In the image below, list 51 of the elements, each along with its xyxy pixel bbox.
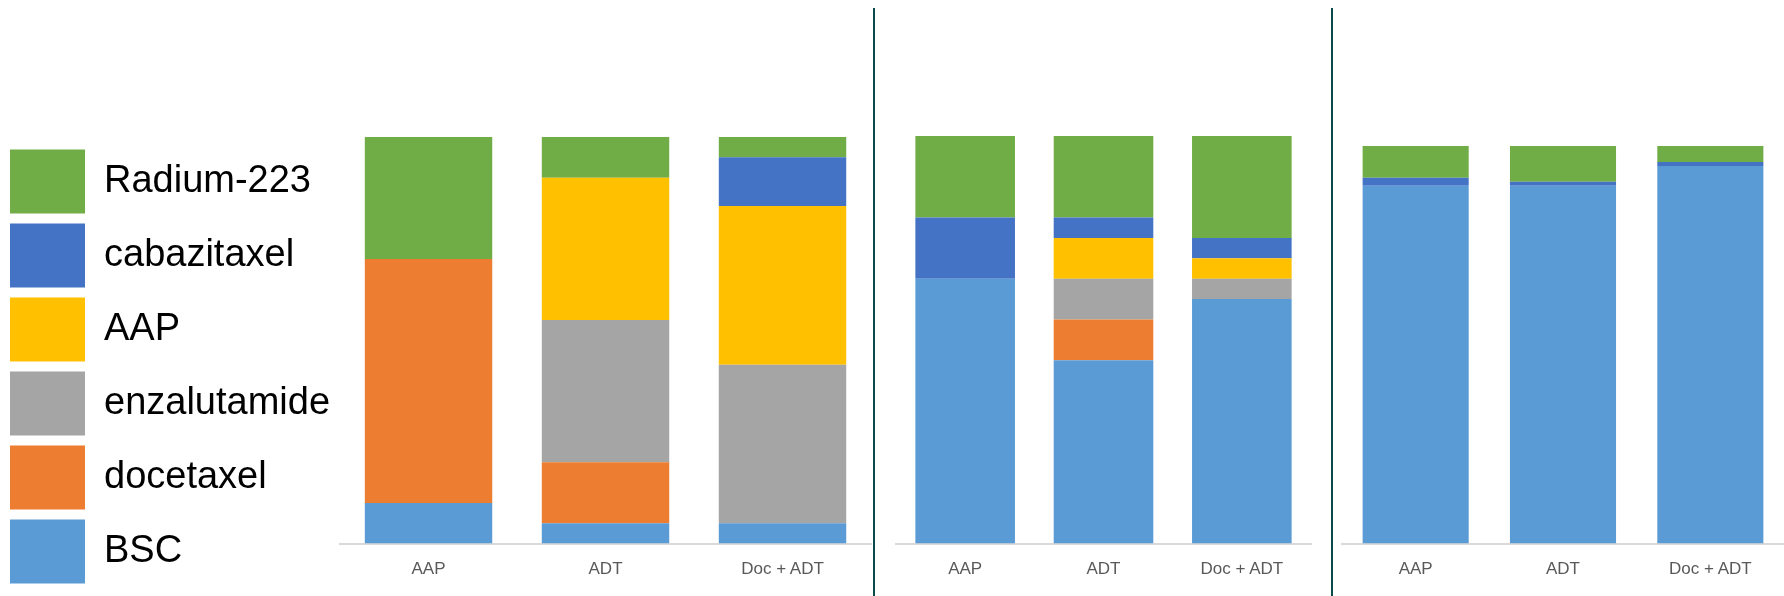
legend-label: AAP bbox=[104, 305, 181, 348]
bar bbox=[364, 502, 493, 544]
bar bbox=[1657, 161, 1764, 166]
bar bbox=[1362, 185, 1469, 544]
bar bbox=[915, 217, 1015, 279]
bar bbox=[1053, 237, 1154, 279]
bar bbox=[1053, 319, 1154, 361]
legend-label: cabazitaxel bbox=[104, 231, 295, 274]
bar bbox=[915, 278, 1015, 544]
bar bbox=[1192, 136, 1292, 238]
bar bbox=[1362, 177, 1469, 186]
legend-label: enzalutamide bbox=[104, 379, 331, 422]
bar bbox=[1509, 185, 1617, 544]
x-tick-label: ADT bbox=[1546, 559, 1580, 579]
x-tick-label: ADT bbox=[1086, 559, 1121, 579]
x-tick-label: Doc + ADT bbox=[741, 559, 824, 579]
bar bbox=[718, 157, 847, 207]
bar bbox=[1657, 165, 1764, 544]
x-tick-label: AAP bbox=[1398, 559, 1433, 579]
bar bbox=[1053, 278, 1154, 320]
legend-label: Radium-223 bbox=[104, 157, 311, 200]
bar bbox=[1053, 217, 1154, 238]
legend-label: BSC bbox=[104, 527, 183, 570]
bar bbox=[1053, 136, 1154, 218]
x-tick-label: Doc + ADT bbox=[1200, 559, 1284, 579]
bar bbox=[541, 177, 670, 320]
bar bbox=[1509, 181, 1617, 186]
bar bbox=[541, 462, 670, 524]
x-tick-label: AAP bbox=[948, 559, 983, 579]
bar bbox=[718, 137, 847, 158]
bar bbox=[364, 258, 493, 503]
bar bbox=[1362, 146, 1469, 178]
bar bbox=[364, 137, 493, 259]
bar bbox=[1192, 258, 1292, 279]
bar bbox=[541, 137, 670, 178]
bar bbox=[1053, 360, 1154, 544]
bar bbox=[718, 206, 847, 365]
x-tick-label: ADT bbox=[588, 559, 623, 579]
legend-label: docetaxel bbox=[104, 453, 267, 496]
bar bbox=[718, 523, 847, 544]
bar bbox=[915, 136, 1015, 218]
bar bbox=[1192, 278, 1292, 300]
bar bbox=[718, 364, 847, 524]
bar bbox=[541, 319, 670, 463]
bar bbox=[1509, 146, 1617, 182]
x-tick-label: Doc + ADT bbox=[1669, 559, 1752, 579]
bar bbox=[541, 523, 670, 544]
x-tick-label: AAP bbox=[411, 559, 446, 579]
bar bbox=[1192, 299, 1292, 544]
bar bbox=[1192, 237, 1292, 259]
bar bbox=[1657, 146, 1764, 162]
